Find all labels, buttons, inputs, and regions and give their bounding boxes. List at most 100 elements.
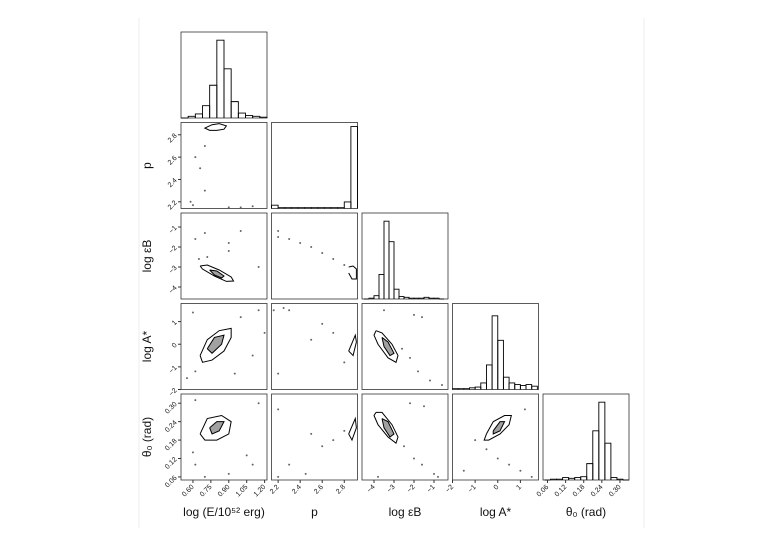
sample-point: [413, 313, 415, 316]
contour: [492, 421, 506, 435]
sample-point: [257, 402, 260, 405]
histogram-bin: [343, 201, 352, 209]
sample-point: [277, 236, 280, 238]
sample-point: [413, 457, 415, 460]
sample-point: [245, 454, 248, 457]
sample-point: [403, 445, 405, 448]
histogram-bin: [604, 442, 612, 480]
sample-point: [421, 316, 423, 319]
x-tick-label: 2.2: [269, 484, 281, 496]
y-tick-label: −4: [168, 285, 179, 296]
y-tick-label: 2.2: [167, 199, 179, 211]
x-axis-label: log εB: [389, 505, 422, 519]
panel-frame: [180, 122, 268, 209]
sample-point: [332, 258, 335, 260]
y-tick-label: 0.30: [164, 401, 179, 416]
panel-frame: [271, 122, 358, 209]
sample-point: [277, 408, 280, 411]
x-tick-label: −1: [426, 484, 437, 495]
sample-point: [203, 475, 206, 478]
y-tick-label: −1: [168, 225, 179, 236]
histogram-bin: [531, 385, 538, 390]
sample-point: [299, 242, 302, 244]
x-tick-label: 1.05: [235, 484, 250, 499]
sample-point: [310, 338, 313, 341]
sample-point: [272, 309, 275, 312]
sample-point: [288, 238, 291, 240]
y-axis-label: log εB: [140, 240, 154, 273]
panel-frame: [271, 212, 358, 300]
x-tick-label: 2.4: [291, 484, 303, 496]
sample-point: [203, 189, 206, 192]
y-tick-label: −3: [168, 265, 179, 276]
sample-point: [321, 322, 324, 325]
sample-point: [304, 472, 307, 475]
y-tick-label: 2.6: [167, 155, 179, 167]
sample-point: [189, 200, 192, 203]
x-tick-label: 2.8: [335, 484, 347, 496]
histogram-bin: [586, 463, 594, 480]
sample-point: [409, 356, 411, 359]
x-tick-label: 0.12: [554, 484, 569, 499]
sample-point: [321, 252, 324, 254]
histogram-bin: [209, 84, 218, 118]
histogram-bin: [383, 220, 390, 299]
histogram-bin: [373, 295, 380, 299]
sample-point: [421, 463, 423, 466]
sample-point: [401, 347, 403, 350]
histogram-bin: [519, 384, 527, 390]
sample-point: [194, 463, 197, 466]
contour: [381, 337, 395, 357]
histogram-bin: [592, 430, 600, 480]
sample-point: [239, 206, 242, 209]
histogram-bin: [216, 39, 225, 118]
contour: [199, 414, 232, 441]
contour: [199, 327, 232, 363]
sample-point: [257, 309, 260, 312]
sample-point: [227, 250, 230, 252]
sample-point: [429, 379, 431, 382]
panel-frame: [452, 393, 539, 481]
sample-point: [203, 232, 206, 234]
y-tick-label: 1: [171, 319, 179, 327]
sample-point: [417, 370, 419, 373]
histogram-bin: [237, 112, 246, 118]
histogram-bin: [230, 101, 239, 118]
sample-point: [185, 377, 188, 380]
sample-point: [423, 405, 425, 408]
histogram-bin: [485, 364, 493, 390]
x-tick-label: 2.6: [313, 484, 325, 496]
y-tick-label: 0.06: [164, 475, 179, 490]
x-tick-label: −2: [445, 484, 456, 495]
sample-point: [227, 242, 230, 244]
y-tick-label: −2: [168, 245, 179, 256]
contour: [381, 418, 395, 438]
sample-point: [257, 266, 260, 268]
panel-frame: [452, 303, 539, 390]
histogram-bin: [271, 204, 279, 209]
histogram-bin: [194, 113, 203, 118]
histogram-bin: [350, 126, 358, 209]
histogram-bin: [497, 339, 504, 390]
y-axis-label: θ₀ (rad): [140, 417, 154, 457]
sample-point: [462, 469, 465, 472]
panel-frame: [361, 212, 449, 300]
panel-frame: [180, 393, 268, 481]
sample-point: [332, 439, 335, 442]
sample-point: [251, 354, 254, 357]
contour: [348, 416, 357, 442]
y-tick-label: −1: [168, 365, 179, 376]
sample-point: [194, 370, 197, 373]
histogram-bin: [259, 116, 268, 118]
sample-point: [530, 475, 533, 478]
sample-point: [251, 463, 254, 466]
sample-point: [377, 475, 379, 478]
sample-point: [332, 331, 335, 334]
panel-frame: [361, 303, 449, 390]
y-tick-label: −2: [168, 387, 179, 398]
sample-point: [277, 475, 280, 478]
sample-point: [194, 156, 197, 159]
histogram-bin: [223, 68, 232, 118]
contour: [348, 333, 357, 357]
